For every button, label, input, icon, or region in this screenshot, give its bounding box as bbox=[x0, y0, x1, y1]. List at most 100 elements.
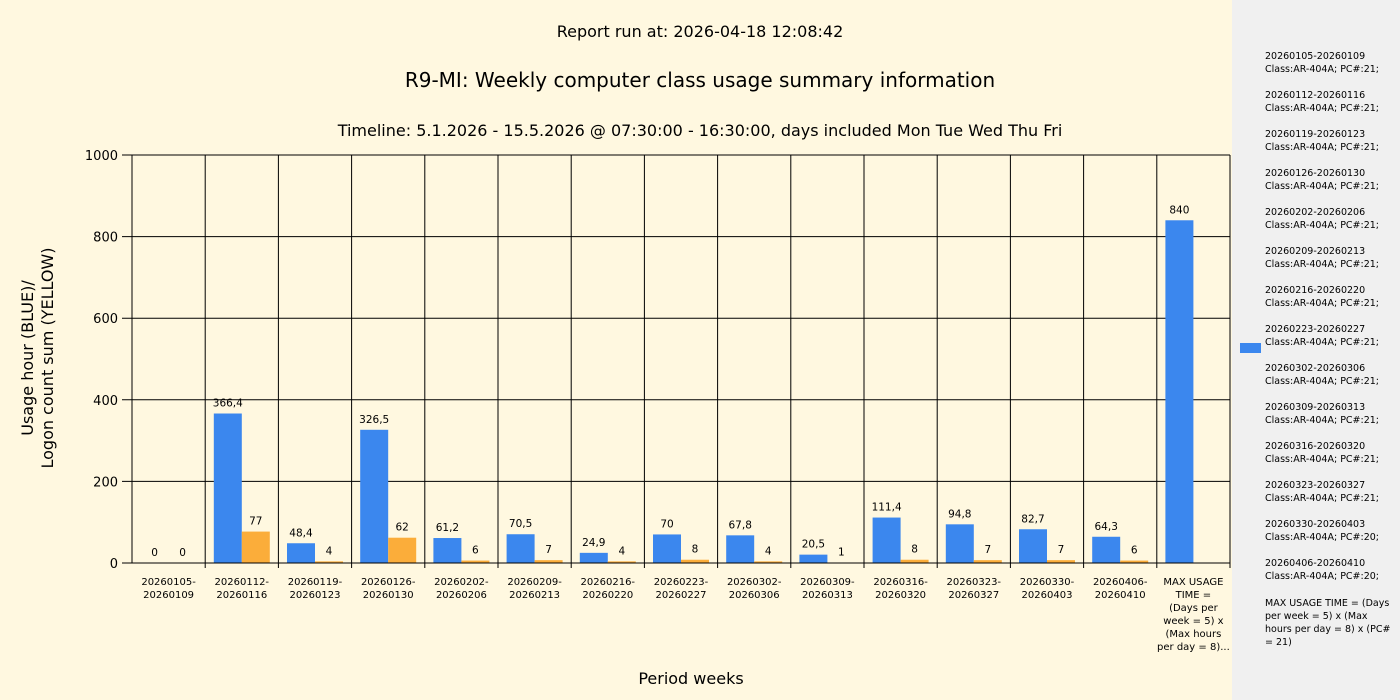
bar-logon bbox=[1047, 560, 1075, 563]
legend-item-class: Class:AR-404A; PC#:21; bbox=[1265, 64, 1379, 75]
bar-usage bbox=[1165, 220, 1194, 563]
data-label-usage: 82,7 bbox=[1021, 513, 1044, 525]
x-tick-label-line: (Days per bbox=[1169, 603, 1219, 614]
bar-logon bbox=[607, 561, 636, 563]
data-label-logon: 6 bbox=[472, 545, 479, 557]
x-tick-label-line: 20260223- bbox=[654, 577, 709, 588]
x-tick-label-line: 20260216- bbox=[581, 577, 636, 588]
x-tick-label-line: MAX USAGE bbox=[1163, 577, 1223, 588]
x-tick-label: MAX USAGE TIME = (Days per week = 5) x (Max … bbox=[1157, 577, 1230, 653]
x-tick-label: 20260330- 20260403 bbox=[1020, 577, 1075, 601]
legend-item-period: 20260209-20260213 bbox=[1265, 246, 1366, 257]
data-label-usage: 111,4 bbox=[872, 502, 902, 514]
x-tick-label-line: 20260213 bbox=[509, 590, 560, 601]
data-label-logon: 4 bbox=[765, 545, 772, 557]
data-label-logon: 1 bbox=[838, 547, 845, 559]
x-tick-label-line: 20260406- bbox=[1093, 577, 1148, 588]
data-label-logon: 7 bbox=[1058, 544, 1065, 556]
y-tick-label: 0 bbox=[110, 557, 118, 572]
x-tick-label: 20260316- 20260320 bbox=[873, 577, 928, 601]
x-tick-label: 20260323- 20260327 bbox=[947, 577, 1002, 601]
legend-item-period: 20260309-20260313 bbox=[1265, 402, 1366, 413]
x-tick-label-line: 20260130 bbox=[363, 590, 414, 601]
x-tick-label-line: 20260320 bbox=[875, 590, 926, 601]
y-tick-label: 600 bbox=[93, 312, 118, 327]
legend-item-period: 20260406-20260410 bbox=[1265, 558, 1366, 569]
legend-item-class: Class:AR-404A; PC#:21; bbox=[1265, 493, 1379, 504]
bar-usage bbox=[360, 429, 389, 563]
legend-item: 20260406-20260410 Class:AR-404A; PC#:20; bbox=[1265, 557, 1395, 583]
legend-item-period: 20260223-20260227 bbox=[1265, 324, 1366, 335]
x-tick-label-line: 20260209- bbox=[507, 577, 562, 588]
x-tick-label-line: 20260316- bbox=[873, 577, 928, 588]
bar-logon bbox=[241, 531, 270, 563]
legend-item: 20260309-20260313 Class:AR-404A; PC#:21; bbox=[1265, 401, 1395, 427]
legend-item-period: 20260202-20260206 bbox=[1265, 207, 1366, 218]
bar-usage bbox=[579, 552, 608, 563]
legend-item: 20260216-20260220 Class:AR-404A; PC#:21; bbox=[1265, 284, 1395, 310]
data-label-usage: 61,2 bbox=[436, 522, 459, 534]
bar-logon bbox=[973, 560, 1002, 563]
data-label-logon: 4 bbox=[618, 545, 625, 557]
data-label-usage: 840 bbox=[1169, 204, 1189, 216]
y-tick-label: 800 bbox=[93, 231, 118, 246]
x-tick-label-line: 20260227 bbox=[656, 590, 707, 601]
x-tick-label: 20260119- 20260123 bbox=[288, 577, 343, 601]
data-label-usage: 64,3 bbox=[1095, 521, 1118, 533]
x-tick-label-line: 20260116 bbox=[216, 590, 267, 601]
bar-chart: 0 200 400 600 800 1000 0 0 20260105- 20260109 366,… bbox=[85, 149, 1231, 653]
bar-logon bbox=[754, 561, 783, 563]
bar-logon bbox=[900, 559, 929, 563]
legend-item-class: Class:AR-404A; PC#:21; bbox=[1265, 220, 1379, 231]
legend-item: 20260119-20260123 Class:AR-404A; PC#:21; bbox=[1265, 128, 1395, 154]
x-tick-label-line: week = 5) x bbox=[1163, 616, 1223, 627]
legend-item-period: 20260302-20260306 bbox=[1265, 363, 1366, 374]
legend-item-class: Class:AR-404A; PC#:20; bbox=[1265, 571, 1379, 582]
legend-item-class: Class:AR-404A; PC#:21; bbox=[1265, 376, 1379, 387]
legend-item-period: 20260126-20260130 bbox=[1265, 168, 1366, 179]
legend-item-period: 20260105-20260109 bbox=[1265, 51, 1366, 62]
x-tick-label-line: TIME = bbox=[1175, 590, 1212, 601]
legend-item: 20260223-20260227 Class:AR-404A; PC#:21; bbox=[1265, 323, 1395, 349]
chart-title: R9-MI: Weekly computer class usage summa… bbox=[404, 68, 996, 92]
x-tick-label-line: 20260112- bbox=[215, 577, 270, 588]
x-tick-label-line: 20260306 bbox=[729, 590, 780, 601]
x-tick-label-line: 20260105- bbox=[141, 577, 196, 588]
data-label-logon: 6 bbox=[1131, 545, 1138, 557]
bar-usage bbox=[433, 538, 462, 563]
legend-item-period: 20260112-20260116 bbox=[1265, 90, 1366, 101]
x-tick-label: 20260112- 20260116 bbox=[215, 577, 270, 601]
y-tick-label: 400 bbox=[93, 394, 118, 409]
data-label-usage: 24,9 bbox=[582, 537, 605, 549]
legend-item: 20260323-20260327 Class:AR-404A; PC#:21; bbox=[1265, 479, 1395, 505]
data-label-usage: 0 bbox=[151, 547, 158, 559]
legend-item: 20260209-20260213 Class:AR-404A; PC#:21; bbox=[1265, 245, 1395, 271]
x-tick-label-line: 20260123 bbox=[290, 590, 341, 601]
legend-item-period: 20260330-20260403 bbox=[1265, 519, 1366, 530]
data-label-usage: 70,5 bbox=[509, 518, 532, 530]
bar-usage bbox=[653, 534, 681, 563]
x-tick-label-line: 20260330- bbox=[1020, 577, 1075, 588]
data-label-logon: 77 bbox=[249, 516, 262, 528]
bar-logon bbox=[388, 537, 417, 563]
data-label-usage: 20,5 bbox=[802, 539, 825, 551]
data-label-usage: 326,5 bbox=[359, 414, 389, 426]
legend-item-period: 20260323-20260327 bbox=[1265, 480, 1366, 491]
x-tick-label: 20260126- 20260130 bbox=[361, 577, 416, 601]
legend-item: 20260330-20260403 Class:AR-404A; PC#:20; bbox=[1265, 518, 1395, 544]
x-tick-label-line: 20260323- bbox=[947, 577, 1002, 588]
bar-logon bbox=[461, 560, 490, 563]
data-label-usage: 67,8 bbox=[729, 519, 752, 531]
x-tick-label: 20260302- 20260306 bbox=[727, 577, 782, 601]
x-tick-label: 20260202- 20260206 bbox=[434, 577, 489, 601]
legend-max-note: MAX USAGE TIME = (Days per week = 5) x (… bbox=[1265, 598, 1391, 648]
legend-item: 20260126-20260130 Class:AR-404A; PC#:21; bbox=[1265, 167, 1395, 193]
legend-item: 20260316-20260320 Class:AR-404A; PC#:21; bbox=[1265, 440, 1395, 466]
x-tick-label-line: 20260302- bbox=[727, 577, 782, 588]
bar-usage bbox=[945, 524, 974, 563]
x-tick-label-line: per day = 8)... bbox=[1157, 642, 1230, 653]
legend-item-class: Class:AR-404A; PC#:21; bbox=[1265, 103, 1379, 114]
data-label-logon: 0 bbox=[179, 547, 186, 559]
data-label-usage: 70 bbox=[660, 518, 673, 530]
bar-usage bbox=[506, 534, 535, 563]
